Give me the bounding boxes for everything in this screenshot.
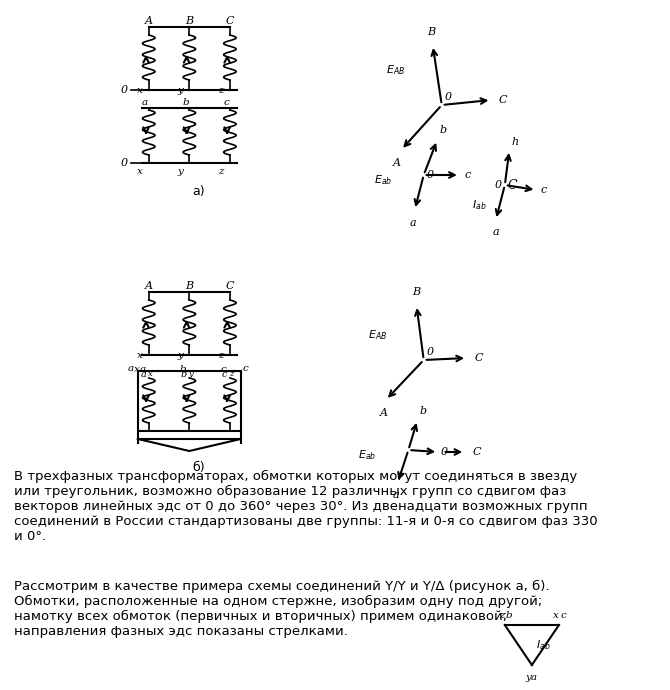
- Text: z: z: [218, 351, 224, 359]
- Text: c: c: [464, 170, 470, 180]
- Text: 0: 0: [121, 158, 128, 168]
- Text: B: B: [427, 27, 435, 37]
- Text: В трехфазных трансформаторах, обмотки которых могут соединяться в звезду
или тре: В трехфазных трансформаторах, обмотки ко…: [13, 470, 597, 543]
- Text: y: y: [189, 370, 194, 378]
- Text: $E_{ab}$: $E_{ab}$: [358, 448, 377, 462]
- Text: z: z: [218, 86, 224, 95]
- Text: C: C: [498, 95, 507, 105]
- Text: $I_{ab}$: $I_{ab}$: [472, 198, 487, 212]
- Text: C: C: [474, 353, 482, 363]
- Text: h: h: [511, 137, 519, 147]
- Text: z: z: [218, 166, 224, 175]
- Text: x: x: [148, 370, 153, 378]
- Text: a: a: [141, 370, 146, 379]
- Text: b: b: [506, 611, 513, 620]
- Text: b: b: [419, 406, 426, 416]
- Text: $E_{ab}$: $E_{ab}$: [374, 173, 392, 187]
- Text: a: a: [127, 364, 133, 373]
- Text: c: c: [223, 97, 229, 106]
- Text: B: B: [185, 16, 194, 26]
- Text: A: A: [393, 158, 401, 168]
- Text: C: C: [508, 179, 517, 192]
- Text: A: A: [145, 281, 153, 291]
- Text: x: x: [553, 611, 559, 620]
- Text: $E_{AB}$: $E_{AB}$: [387, 63, 405, 77]
- Text: а): а): [192, 185, 204, 198]
- Text: c: c: [541, 185, 547, 195]
- Text: y: y: [178, 166, 183, 175]
- Text: ya: ya: [526, 673, 538, 682]
- Text: 0: 0: [426, 347, 433, 357]
- Text: B: B: [185, 281, 194, 291]
- Text: $E_{AB}$: $E_{AB}$: [369, 328, 388, 342]
- Text: b: b: [440, 125, 447, 135]
- Text: a: a: [409, 218, 416, 228]
- Text: 0: 0: [441, 447, 448, 457]
- Text: z: z: [230, 370, 234, 378]
- Text: C: C: [226, 281, 234, 291]
- Text: z: z: [499, 611, 505, 620]
- Text: C: C: [226, 16, 234, 26]
- Text: c: c: [561, 611, 566, 620]
- Text: 0: 0: [495, 180, 502, 190]
- Text: б): б): [192, 461, 204, 474]
- Text: a: a: [393, 490, 399, 500]
- Text: B: B: [413, 287, 421, 297]
- Text: x: x: [137, 351, 143, 359]
- Text: c: c: [220, 364, 226, 373]
- Text: Рассмотрим в качестве примера схемы соединений Y/Y и Y/Δ (рисунок а, б).
Обмотки: Рассмотрим в качестве примера схемы соед…: [13, 580, 549, 638]
- Text: 0: 0: [121, 85, 128, 95]
- Text: x: x: [134, 364, 140, 373]
- Text: y: y: [178, 351, 183, 359]
- Text: x: x: [137, 166, 143, 175]
- Text: $I_{ab}$: $I_{ab}$: [537, 638, 551, 652]
- Text: A: A: [380, 408, 388, 418]
- Text: a: a: [142, 97, 148, 106]
- Text: y: y: [178, 86, 183, 95]
- Text: b: b: [181, 370, 187, 379]
- Text: b: b: [182, 97, 189, 106]
- Text: 0: 0: [426, 170, 433, 180]
- Text: c: c: [243, 364, 249, 373]
- Text: x: x: [137, 86, 143, 95]
- Text: a: a: [492, 227, 499, 237]
- Text: b: b: [180, 364, 186, 373]
- Text: a: a: [139, 364, 145, 373]
- Text: A: A: [145, 16, 153, 26]
- Text: c: c: [222, 370, 227, 379]
- Text: 0: 0: [444, 92, 452, 102]
- Text: C: C: [472, 447, 481, 457]
